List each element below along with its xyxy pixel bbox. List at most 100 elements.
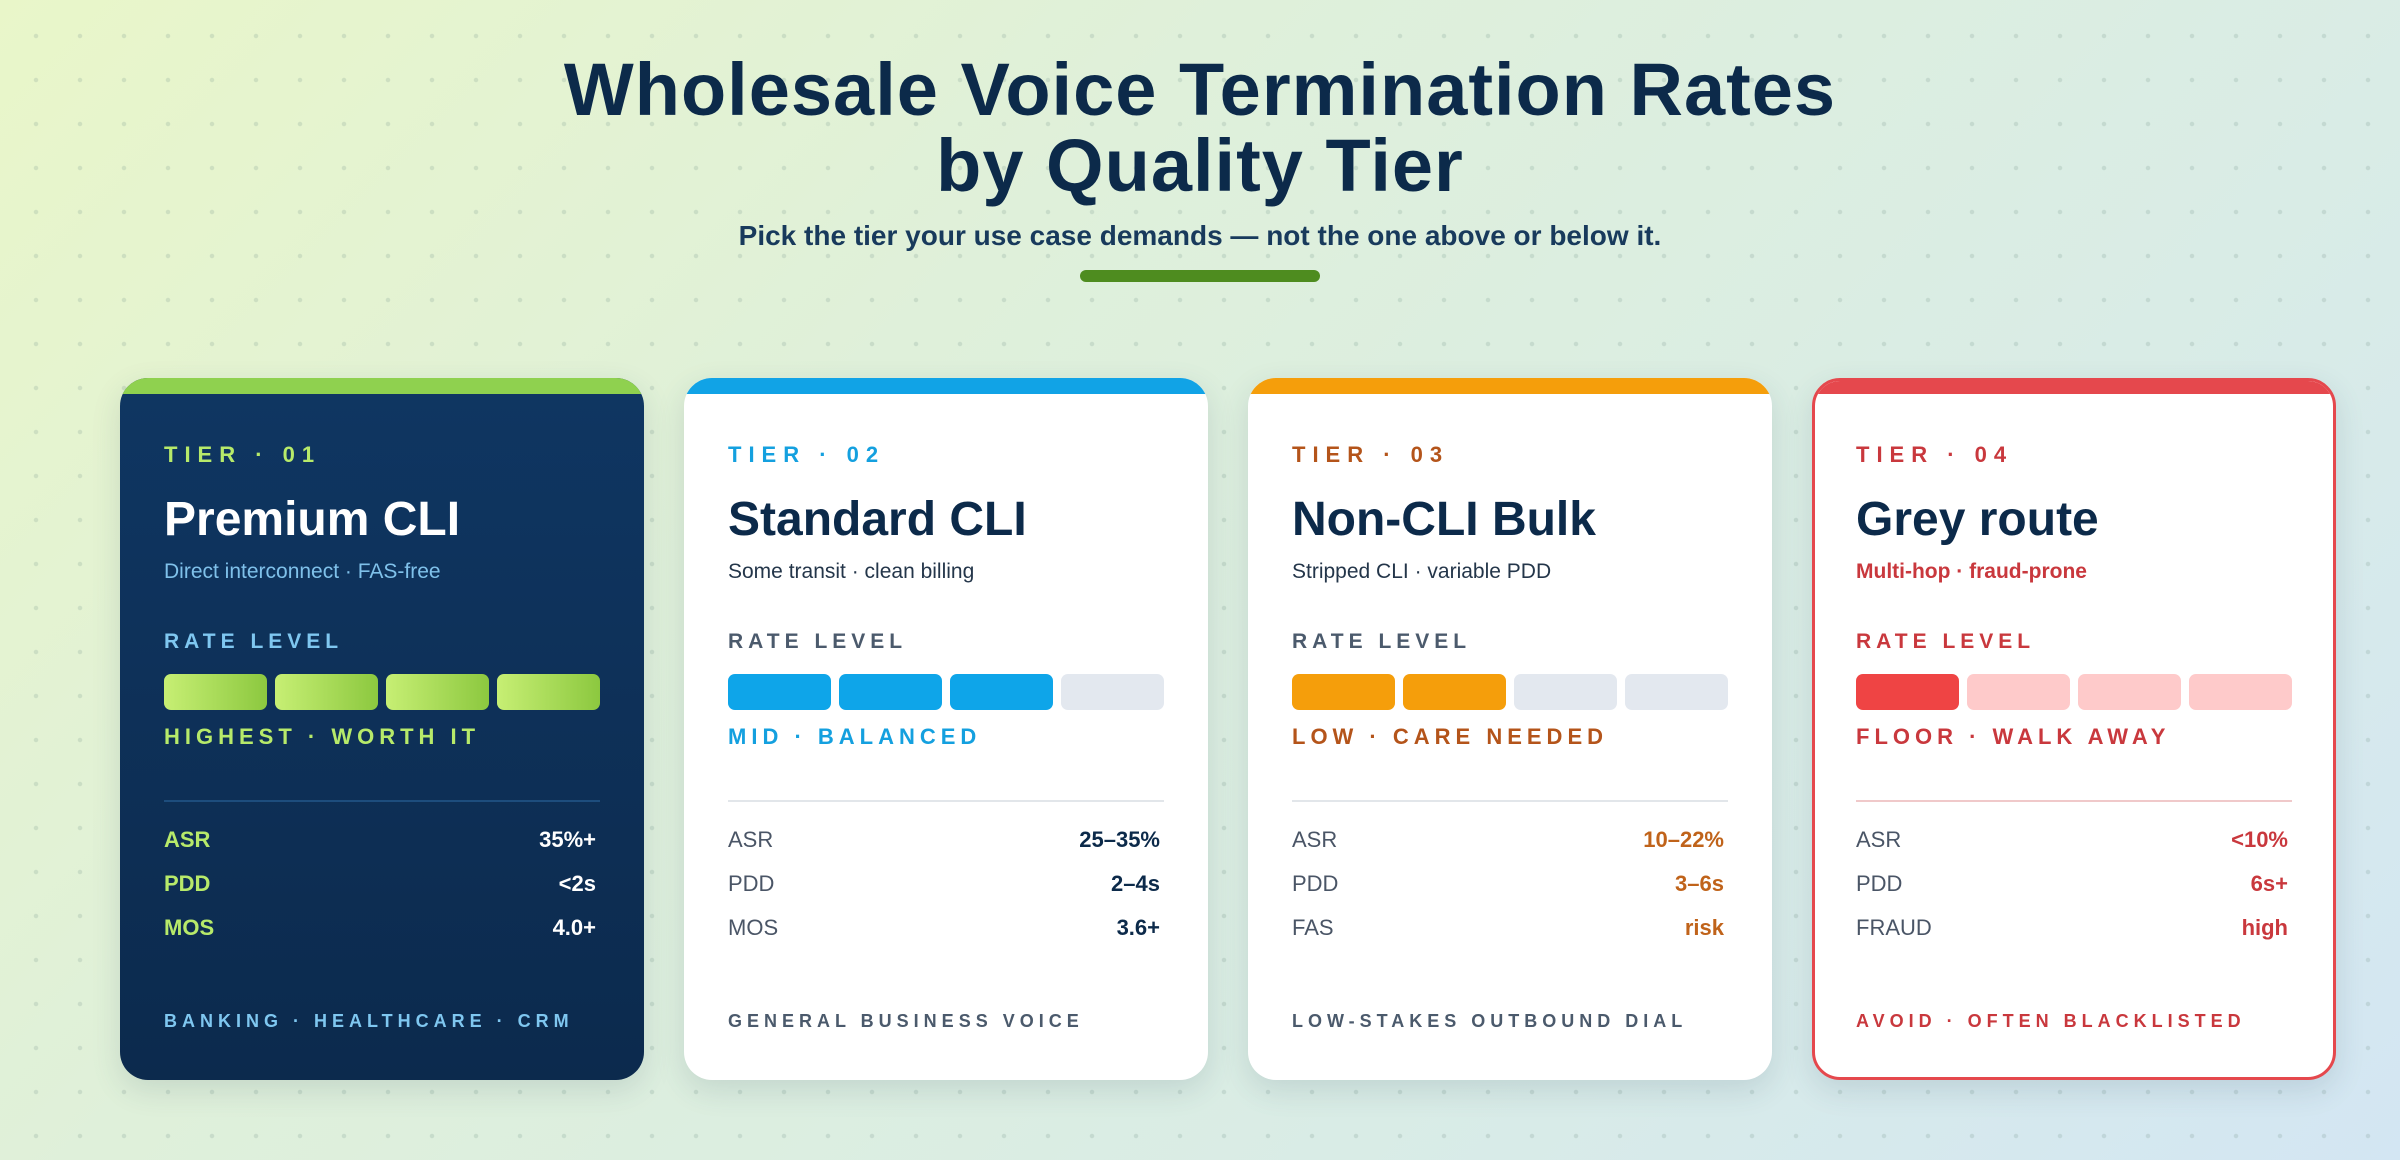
metric-key: ASR bbox=[1856, 827, 1902, 852]
rate-level-segment bbox=[497, 674, 600, 710]
metric-key: PDD bbox=[164, 871, 211, 896]
page-subtitle: Pick the tier your use case demands — no… bbox=[738, 220, 1662, 251]
divider bbox=[1856, 800, 2292, 802]
page-title: Wholesale Voice Termination Rates by Qua… bbox=[0, 52, 2400, 204]
metric-key: FRAUD bbox=[1856, 915, 1932, 940]
metric-key: PDD bbox=[1856, 871, 1903, 896]
metric-key: ASR bbox=[164, 827, 211, 852]
metric-key: ASR bbox=[1292, 827, 1338, 852]
metric-row: FAS risk bbox=[1292, 906, 1728, 950]
metric-value: risk bbox=[1684, 915, 1724, 940]
tier-name: Grey route bbox=[1856, 493, 2099, 546]
card-accent-bar bbox=[120, 378, 644, 394]
metric-value: 35%+ bbox=[539, 827, 596, 852]
metric-row: ASR 35%+ bbox=[164, 818, 600, 862]
metric-row: PDD 2–4s bbox=[728, 862, 1164, 906]
card-accent-bar bbox=[684, 378, 1208, 394]
metric-row: PDD 6s+ bbox=[1856, 862, 2292, 906]
rate-level-segment bbox=[1403, 674, 1506, 710]
metric-value: 3–6s bbox=[1675, 871, 1724, 896]
tier-description: Multi-hop · fraud-prone bbox=[1856, 560, 2087, 583]
metric-key: PDD bbox=[1292, 871, 1339, 896]
metric-key: FAS bbox=[1292, 915, 1334, 940]
rate-level-segment bbox=[1967, 674, 2070, 710]
metric-value: 4.0+ bbox=[552, 915, 596, 940]
tier-number: TIER · 03 bbox=[1292, 442, 1450, 467]
rate-level-segment bbox=[275, 674, 378, 710]
rate-level-label: RATE LEVEL bbox=[1292, 630, 1472, 653]
use-case-footer: BANKING · HEALTHCARE · CRM bbox=[164, 1011, 574, 1031]
divider bbox=[728, 800, 1164, 802]
metric-value: 6s+ bbox=[2250, 871, 2288, 896]
use-case-footer: AVOID · OFTEN BLACKLISTED bbox=[1856, 1011, 2246, 1031]
metric-row: PDD <2s bbox=[164, 862, 600, 906]
tier-card-premium-cli: TIER · 01 Premium CLI Direct interconnec… bbox=[120, 378, 644, 1080]
tier-name: Non-CLI Bulk bbox=[1292, 493, 1596, 546]
rate-level-value: LOW · CARE NEEDED bbox=[1292, 724, 1608, 749]
metric-key: ASR bbox=[728, 827, 774, 852]
tier-description: Some transit · clean billing bbox=[728, 560, 975, 583]
metric-row: MOS 4.0+ bbox=[164, 906, 600, 950]
tier-card-standard-cli: TIER · 02 Standard CLI Some transit · cl… bbox=[684, 378, 1208, 1080]
metric-row: ASR 10–22% bbox=[1292, 818, 1728, 862]
page-header: Wholesale Voice Termination Rates by Qua… bbox=[0, 52, 2400, 282]
rate-level-segment bbox=[1514, 674, 1617, 710]
metric-key: MOS bbox=[164, 915, 215, 940]
rate-level-segment bbox=[950, 674, 1053, 710]
tier-description: Stripped CLI · variable PDD bbox=[1292, 560, 1552, 583]
rate-level-value: FLOOR · WALK AWAY bbox=[1856, 724, 2171, 749]
tier-card-non-cli-bulk: TIER · 03 Non-CLI Bulk Stripped CLI · va… bbox=[1248, 378, 1772, 1080]
tier-card-grey-route: TIER · 04 Grey route Multi-hop · fraud-p… bbox=[1812, 378, 2336, 1080]
rate-level-label: RATE LEVEL bbox=[728, 630, 908, 653]
metric-row: PDD 3–6s bbox=[1292, 862, 1728, 906]
page-title-line-1: Wholesale Voice Termination Rates bbox=[563, 48, 1837, 131]
rate-level-segment bbox=[2078, 674, 2181, 710]
metric-value: high bbox=[2241, 915, 2288, 940]
page-title-line-2: by Quality Tier bbox=[936, 124, 1464, 207]
metric-row: ASR <10% bbox=[1856, 818, 2292, 862]
metric-value: <2s bbox=[558, 871, 596, 896]
tier-cards: TIER · 01 Premium CLI Direct interconnec… bbox=[120, 378, 2336, 1080]
metric-value: 25–35% bbox=[1079, 827, 1160, 852]
rate-level-meter bbox=[1856, 674, 2292, 710]
metric-value: 3.6+ bbox=[1116, 915, 1160, 940]
tier-number: TIER · 04 bbox=[1856, 442, 2014, 467]
metrics-list: ASR <10% PDD 6s+ FRAUD high bbox=[1856, 818, 2292, 950]
rate-level-segment bbox=[839, 674, 942, 710]
rate-level-segment bbox=[1292, 674, 1395, 710]
use-case-footer: LOW-STAKES OUTBOUND DIAL bbox=[1292, 1011, 1688, 1031]
metric-value: 10–22% bbox=[1643, 827, 1724, 852]
metric-key: PDD bbox=[728, 871, 775, 896]
rate-level-segment bbox=[1625, 674, 1728, 710]
rate-level-segment bbox=[2189, 674, 2292, 710]
metrics-list: ASR 25–35% PDD 2–4s MOS 3.6+ bbox=[728, 818, 1164, 950]
metric-row: ASR 25–35% bbox=[728, 818, 1164, 862]
rate-level-segment bbox=[164, 674, 267, 710]
divider bbox=[164, 800, 600, 802]
rate-level-segment bbox=[1856, 674, 1959, 710]
rate-level-segment bbox=[1061, 674, 1164, 710]
rate-level-label: RATE LEVEL bbox=[1856, 630, 2036, 653]
rate-level-meter bbox=[728, 674, 1164, 710]
metric-value: <10% bbox=[2231, 827, 2288, 852]
metric-key: MOS bbox=[728, 915, 779, 940]
tier-name: Premium CLI bbox=[164, 493, 461, 546]
rate-level-segment bbox=[728, 674, 831, 710]
rate-level-segment bbox=[386, 674, 489, 710]
title-underline bbox=[1080, 270, 1320, 282]
tier-name: Standard CLI bbox=[728, 493, 1027, 546]
card-accent-bar bbox=[1815, 381, 2333, 394]
tier-description: Direct interconnect · FAS-free bbox=[164, 560, 441, 583]
rate-level-meter bbox=[164, 674, 600, 710]
card-accent-bar bbox=[1248, 378, 1772, 394]
rate-level-meter bbox=[1292, 674, 1728, 710]
metric-value: 2–4s bbox=[1111, 871, 1160, 896]
rate-level-value: MID · BALANCED bbox=[728, 724, 982, 749]
metric-row: FRAUD high bbox=[1856, 906, 2292, 950]
metrics-list: ASR 35%+ PDD <2s MOS 4.0+ bbox=[164, 818, 600, 950]
rate-level-label: RATE LEVEL bbox=[164, 630, 344, 653]
use-case-footer: GENERAL BUSINESS VOICE bbox=[728, 1011, 1084, 1031]
rate-level-value: HIGHEST · WORTH IT bbox=[164, 724, 481, 749]
metrics-list: ASR 10–22% PDD 3–6s FAS risk bbox=[1292, 818, 1728, 950]
tier-number: TIER · 02 bbox=[728, 442, 886, 467]
